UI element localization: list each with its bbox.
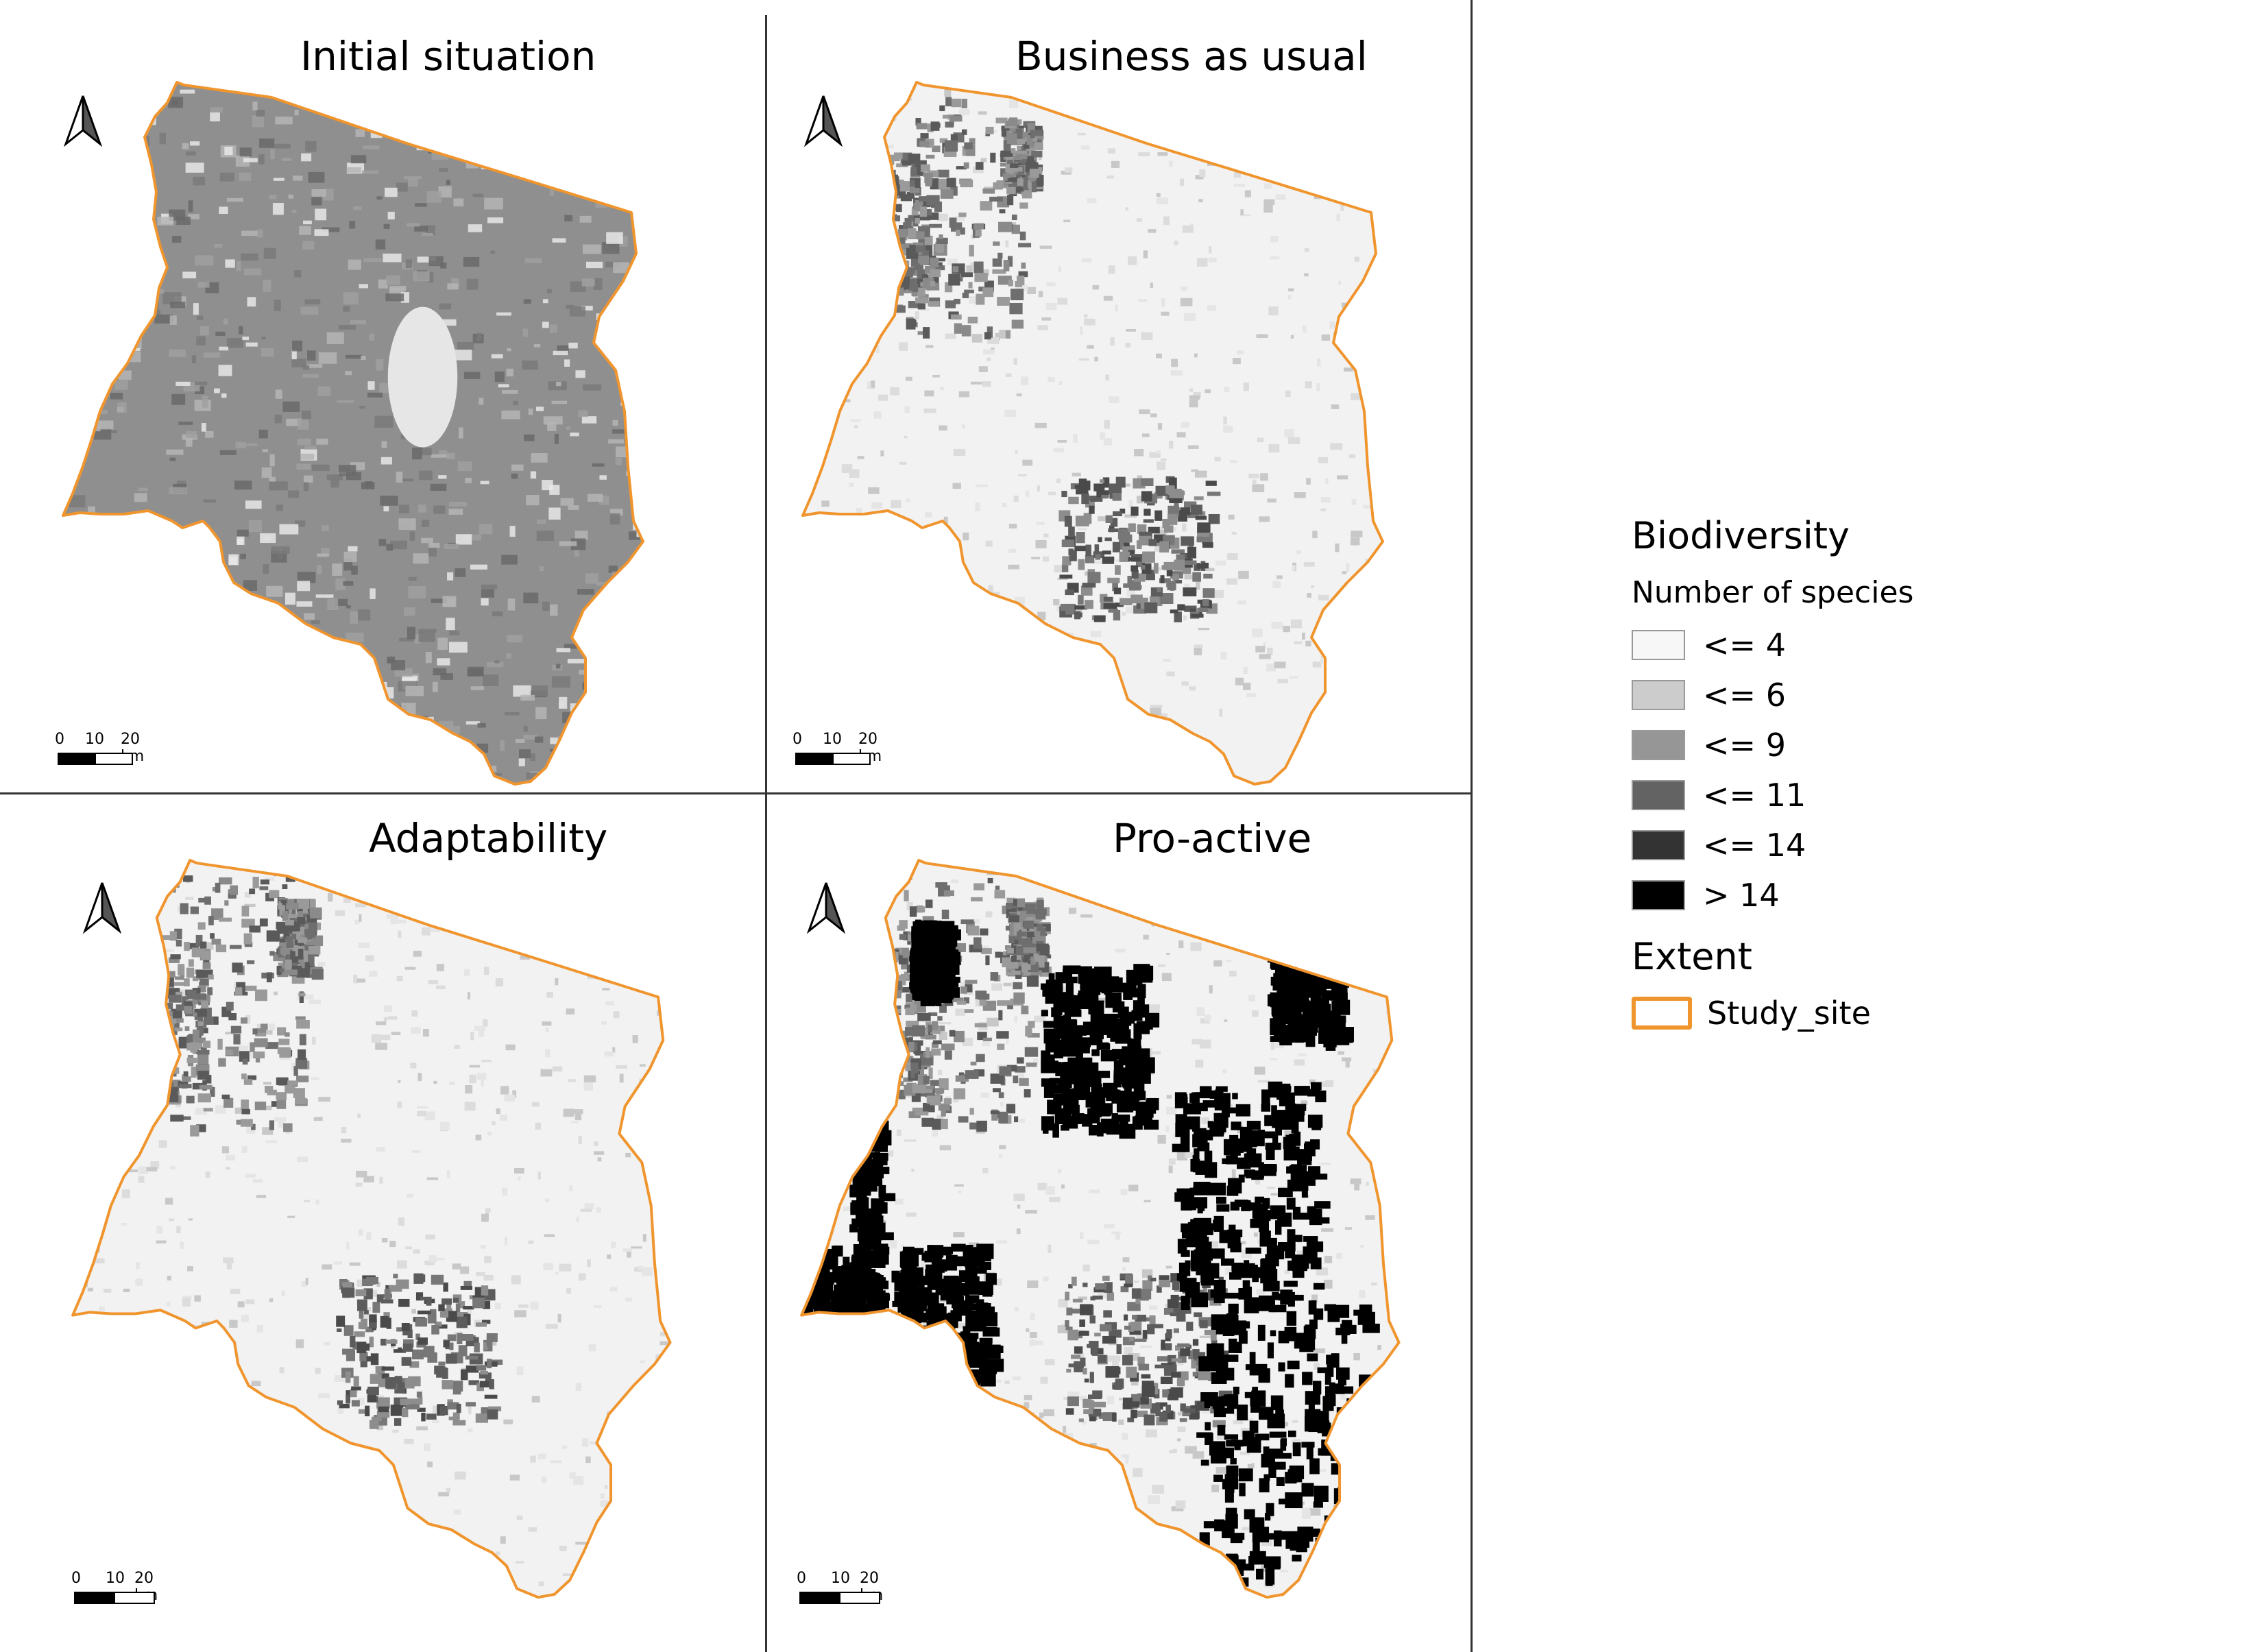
horizontal-divider [0, 792, 1471, 794]
legend-swatch [1632, 829, 1685, 860]
panel-title: Adaptability [369, 815, 608, 862]
legend-swatch [1632, 629, 1685, 660]
study-site-map [71, 859, 672, 1599]
north-arrow-icon [82, 882, 122, 934]
study-site-map [62, 81, 644, 786]
scale-bar: 0 10 20 km [792, 731, 882, 772]
study-site-map [801, 81, 1384, 786]
legend-swatch [1632, 879, 1685, 910]
legend-row-extent: Study_site [1632, 988, 1913, 1038]
scale-label-10: 10 [831, 1570, 850, 1587]
scale-label-10: 10 [823, 731, 842, 748]
legend-row: <= 14 [1632, 820, 1913, 870]
legend-label: <= 14 [1703, 826, 1806, 864]
panel-title: Business as usual [1015, 33, 1368, 80]
scale-label-0: 0 [797, 1570, 806, 1587]
legend-label: <= 9 [1703, 726, 1786, 764]
scale-label-0: 0 [792, 731, 802, 748]
legend-row: <= 9 [1632, 720, 1913, 770]
legend-label: > 14 [1703, 876, 1780, 914]
legend-row: <= 4 [1632, 620, 1913, 670]
scale-bar: 0 10 20 km [55, 731, 144, 772]
vertical-divider-center [765, 15, 767, 1652]
study-site-map [800, 859, 1401, 1599]
scale-label-0: 0 [55, 731, 64, 748]
legend-swatch [1632, 779, 1685, 810]
legend-swatch [1632, 729, 1685, 760]
scale-label-10: 10 [85, 731, 104, 748]
legend-label: <= 6 [1703, 676, 1786, 714]
legend-subtitle: Number of species [1632, 575, 1914, 610]
extent-swatch [1632, 996, 1692, 1030]
panel-title: Initial situation [300, 33, 596, 80]
vertical-divider-right [1471, 0, 1473, 1652]
north-arrow-icon [806, 882, 846, 934]
legend-row: <= 6 [1632, 670, 1913, 720]
map-panel-bau: Business as usual [767, 0, 1471, 792]
legend-label: <= 4 [1703, 626, 1786, 664]
map-panel-proactive: Pro-active [767, 794, 1471, 1652]
legend-title: Biodiversity [1632, 514, 1850, 557]
map-panel-initial: Initial situation [0, 0, 765, 792]
legend-swatch [1632, 679, 1685, 710]
scale-label-0: 0 [71, 1570, 81, 1587]
north-arrow-icon [803, 95, 843, 147]
scale-label-10: 10 [106, 1570, 125, 1587]
legend: Biodiversity Number of species <= 4 <= 6 <… [1632, 514, 1913, 1038]
legend-row: > 14 [1632, 870, 1913, 920]
panel-title: Pro-active [1113, 815, 1312, 862]
north-arrow-icon [63, 95, 103, 147]
legend-label: <= 11 [1703, 776, 1806, 814]
scale-bar: 0 10 20 km [71, 1570, 160, 1611]
extent-title: Extent [1632, 935, 1752, 978]
legend-row: <= 11 [1632, 770, 1913, 820]
legend-classes: <= 4 <= 6 <= 9 <= 11 <= 14 > 14 [1632, 620, 1913, 920]
map-panel-adapt: Adaptability [0, 794, 765, 1652]
extent-label: Study_site [1707, 994, 1871, 1032]
scale-bar: 0 10 20 km [797, 1570, 886, 1611]
